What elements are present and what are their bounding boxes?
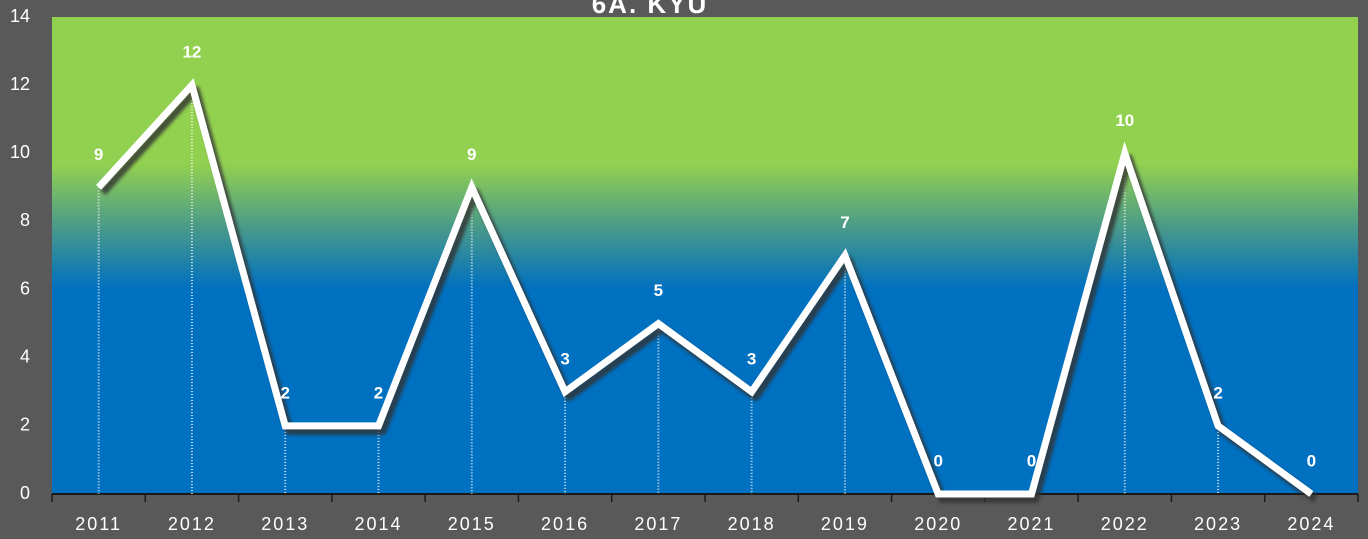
- data-label: 2: [1213, 383, 1222, 402]
- x-tick-label: 2018: [728, 514, 776, 534]
- data-label: 3: [560, 349, 569, 368]
- chart-title: 6A. KYU: [592, 0, 709, 19]
- data-label: 9: [467, 145, 476, 164]
- y-tick-label: 2: [20, 415, 30, 435]
- x-tick-label: 2019: [821, 514, 869, 534]
- data-label: 12: [182, 43, 201, 62]
- x-tick-label: 2020: [914, 514, 962, 534]
- x-tick-label: 2011: [75, 514, 122, 534]
- x-tick-label: 2015: [448, 514, 496, 534]
- data-label: 0: [1307, 451, 1316, 470]
- y-tick-label: 12: [10, 74, 30, 94]
- x-tick-label: 2021: [1007, 514, 1055, 534]
- y-tick-label: 0: [20, 483, 30, 503]
- x-tick-label: 2014: [354, 514, 402, 534]
- y-tick-label: 8: [20, 210, 30, 230]
- x-tick-label: 2022: [1101, 514, 1149, 534]
- y-tick-label: 14: [10, 6, 30, 26]
- data-label: 7: [840, 213, 849, 232]
- line: [96, 78, 1314, 498]
- data-label: 2: [280, 383, 289, 402]
- data-label: 10: [1115, 111, 1134, 130]
- y-tick-label: 6: [20, 278, 30, 298]
- data-label: 0: [933, 451, 942, 470]
- x-tick-label: 2012: [168, 514, 216, 534]
- data-label: 5: [654, 281, 663, 300]
- x-tick-label: 2017: [634, 514, 682, 534]
- data-label: 3: [747, 349, 756, 368]
- data-label: 9: [94, 145, 103, 164]
- x-tick-label: 2013: [261, 514, 309, 534]
- plot-area: [52, 17, 1358, 494]
- x-tick-label: 2016: [541, 514, 589, 534]
- y-tick-label: 10: [10, 142, 30, 162]
- data-label: 0: [1027, 451, 1036, 470]
- y-tick-label: 4: [20, 346, 30, 366]
- data-label: 2: [374, 383, 383, 402]
- x-tick-label: 2024: [1287, 514, 1335, 534]
- x-tick-label: 2023: [1194, 514, 1242, 534]
